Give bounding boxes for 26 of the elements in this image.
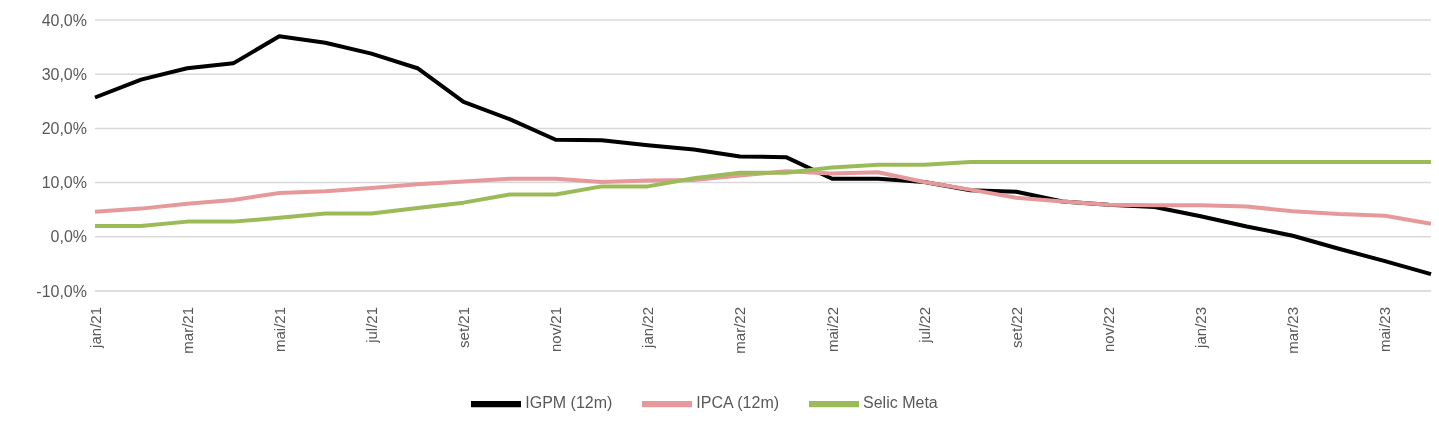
y-tick-label: 20,0%	[41, 120, 87, 138]
legend-label: IPCA (12m)	[696, 394, 780, 412]
x-tick-label: mar/21	[178, 307, 196, 354]
x-tick-label: mar/22	[731, 307, 749, 354]
line-series	[93, 169, 1433, 226]
x-tick-label: nov/21	[547, 307, 565, 353]
y-tick-label: 30,0%	[41, 65, 87, 83]
y-tick-label: 0,0%	[50, 228, 87, 246]
x-tick-label: mai/22	[823, 307, 841, 353]
legend-label: IGPM (12m)	[525, 394, 613, 412]
x-tick-label: jan/23	[1192, 307, 1210, 349]
x-tick-label: jan/21	[86, 307, 104, 349]
x-tick-label: nov/22	[1100, 307, 1118, 353]
x-tick-label: jan/22	[639, 307, 657, 349]
legend-label: Selic Meta	[863, 394, 938, 412]
x-tick-label: set/22	[1007, 307, 1025, 348]
x-tick-label: jul/21	[362, 307, 380, 344]
x-tick-label: mar/23	[1284, 307, 1302, 354]
x-tick-label: mai/21	[270, 307, 288, 353]
x-tick-label: mai/23	[1376, 307, 1394, 353]
y-tick-label: 10,0%	[41, 174, 87, 192]
y-tick-label: -10,0%	[36, 282, 87, 300]
x-tick-label: set/21	[455, 307, 473, 348]
y-tick-label: 40,0%	[41, 11, 87, 29]
x-tick-label: jul/22	[915, 307, 933, 344]
line-series	[93, 160, 1433, 228]
